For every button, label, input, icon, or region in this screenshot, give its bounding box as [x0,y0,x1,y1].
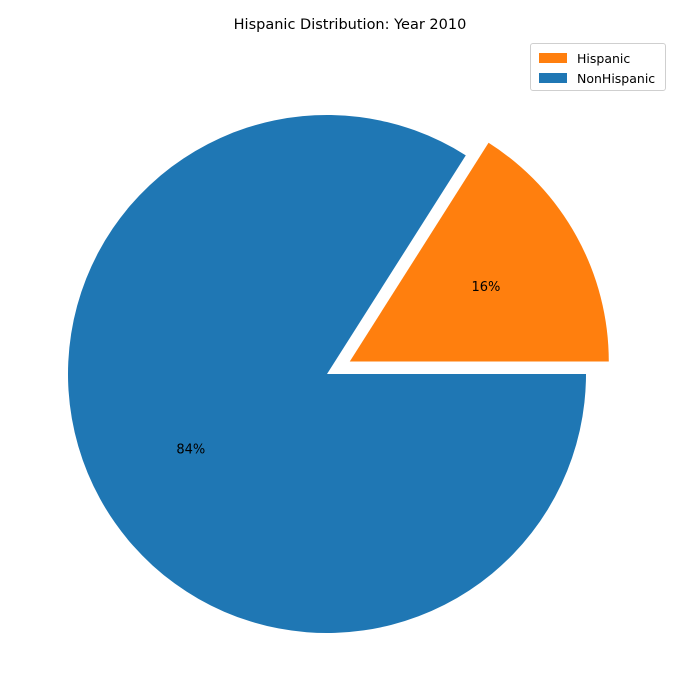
legend-label-hispanic: Hispanic [577,50,631,66]
chart-title: Hispanic Distribution: Year 2010 [234,17,467,33]
legend-label-nonhispanic: NonHispanic [577,70,656,86]
pie-slice-nonhispanic [67,115,586,633]
pie-labels: 16% 84% [176,280,500,457]
legend-swatch-hispanic [539,53,567,63]
legend-swatch-nonhispanic [539,73,567,83]
legend-item-hispanic: Hispanic [539,48,657,68]
legend: Hispanic NonHispanic [530,43,666,91]
pie-label-hispanic: 16% [472,280,501,295]
pie-slice-hispanic [349,142,609,362]
pie-slices [67,115,609,633]
pie-label-nonhispanic: 84% [176,442,205,457]
legend-item-nonhispanic: NonHispanic [539,68,657,88]
